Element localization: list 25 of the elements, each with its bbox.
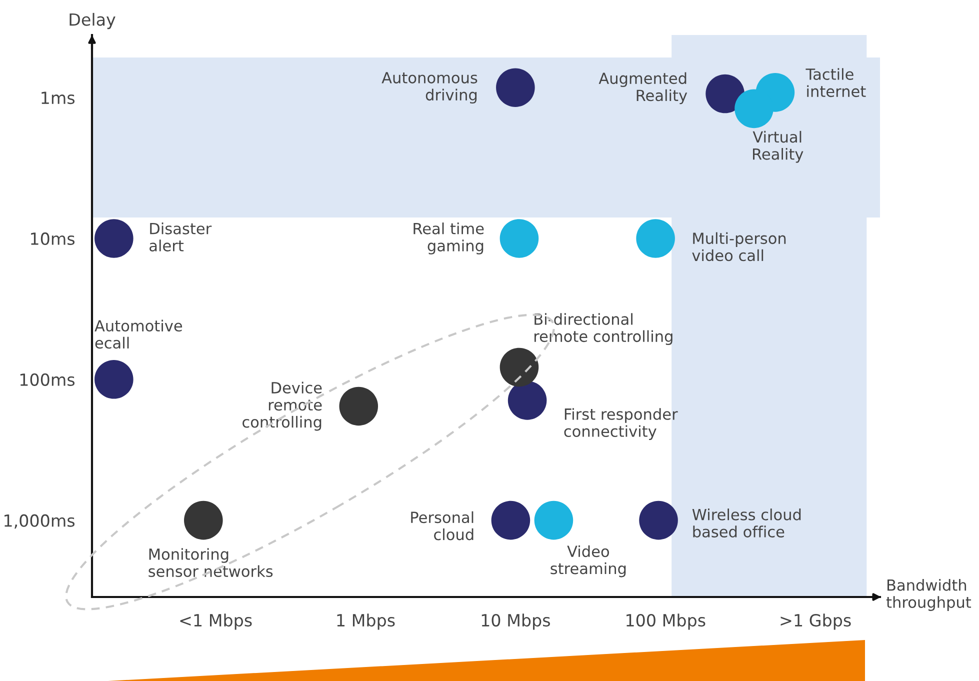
annotation: Personal cloud (411, 511, 474, 540)
x-tick-label: 1 Mbps (337, 614, 395, 630)
annotation: Tactile internet (806, 68, 866, 98)
y-tick-label: 1ms (42, 92, 75, 104)
y-tick-label: 10ms (31, 232, 75, 246)
annotation: First responder connectivity (564, 408, 678, 440)
x-axis-title: Bandwidth throughput (886, 579, 972, 611)
x-tick-label: >1 Gbps (780, 614, 851, 630)
annotation: Monitoring sensor networks (148, 548, 273, 578)
annotation: Autonomous driving (382, 72, 478, 104)
annotation: Bi-directional remote controlling (534, 313, 672, 346)
x-tick-label: 100 Mbps (626, 614, 706, 630)
annotation: Wireless cloud based office (692, 508, 801, 538)
annotation: Disaster alert (150, 222, 212, 252)
annotation: Automotive ecall (94, 320, 182, 349)
y-tick-label: 1,000ms (4, 514, 75, 529)
annotation: Multi-person video call (692, 232, 786, 262)
x-tick-label: 10 Mbps (482, 614, 550, 630)
y-tick-label: 100ms (20, 373, 75, 386)
x-tick-label: <1 Mbps (180, 614, 252, 630)
annotation: Video streaming (550, 545, 626, 578)
annotation: Virtual Reality (752, 130, 804, 163)
annotation: Augmented Reality (598, 72, 688, 104)
annotation: Real time gaming (414, 222, 484, 254)
y-axis-title: Delay (70, 12, 116, 30)
